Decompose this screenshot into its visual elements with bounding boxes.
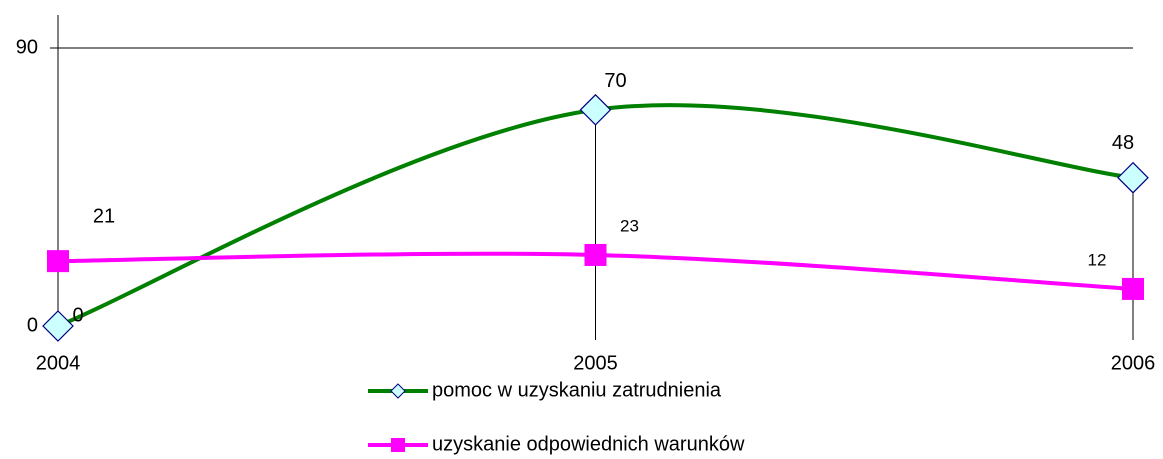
data-label: 21 — [93, 205, 115, 227]
data-point — [584, 243, 607, 266]
data-point — [47, 250, 69, 273]
data-label: 0 — [72, 304, 83, 326]
legend-label: uzyskanie odpowiednich warunków — [432, 433, 745, 455]
legend-label: pomoc w uzyskaniu zatrudnienia — [432, 379, 722, 401]
legend-marker — [391, 438, 405, 452]
data-label: 12 — [1088, 250, 1107, 269]
legend-marker — [390, 383, 406, 399]
x-tick-label: 2006 — [1111, 352, 1156, 374]
x-tick-label: 2004 — [36, 352, 81, 374]
data-label: 48 — [1112, 132, 1134, 154]
data-point — [42, 310, 74, 342]
x-tick-label: 2005 — [573, 352, 618, 374]
data-point — [579, 93, 612, 126]
y-tick-label: 90 — [16, 36, 38, 58]
data-label: 70 — [604, 70, 626, 92]
data-point — [1117, 161, 1149, 194]
y-tick-label: 0 — [27, 314, 38, 336]
data-label: 23 — [620, 216, 639, 235]
data-point — [1122, 277, 1144, 300]
